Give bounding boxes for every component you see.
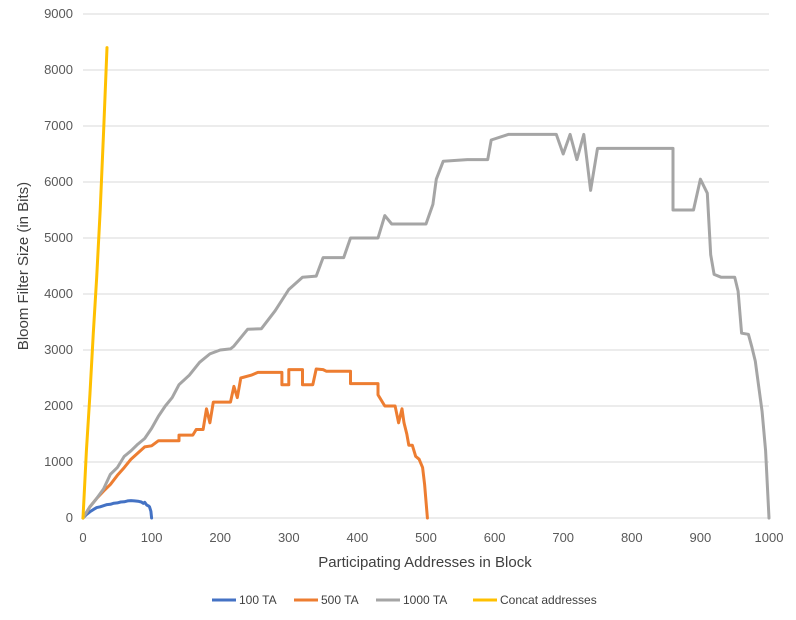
x-tick-label: 200 xyxy=(209,530,231,545)
x-tick-label: 700 xyxy=(552,530,574,545)
legend-item: 100 TA xyxy=(212,593,277,607)
legend: 100 TA 500 TA 1000 TA Concat addresses xyxy=(212,593,597,607)
series-line-concat-addresses xyxy=(81,46,109,520)
x-tick-label: 1000 xyxy=(755,530,784,545)
legend-item: 1000 TA xyxy=(376,593,447,607)
y-tick-label: 9000 xyxy=(44,6,73,21)
x-axis-ticks: 0 100 200 300 400 500 600 700 800 900 1000 xyxy=(79,530,783,545)
y-tick-label: 5000 xyxy=(44,230,73,245)
y-axis-title: Bloom Filter Size (in Bits) xyxy=(15,182,32,350)
y-axis-ticks: 0 1000 2000 3000 4000 5000 6000 7000 8000 9000 xyxy=(44,6,73,525)
x-tick-label: 800 xyxy=(621,530,643,545)
y-tick-label: 6000 xyxy=(44,174,73,189)
y-tick-label: 2000 xyxy=(44,398,73,413)
legend-item: 500 TA xyxy=(294,593,359,607)
x-tick-label: 400 xyxy=(347,530,369,545)
data-series xyxy=(81,46,771,520)
series-line-500-ta xyxy=(81,367,429,520)
y-tick-label: 8000 xyxy=(44,62,73,77)
series-line-1000-ta xyxy=(81,132,771,520)
x-tick-label: 600 xyxy=(484,530,506,545)
legend-label: 100 TA xyxy=(239,593,277,607)
x-tick-label: 300 xyxy=(278,530,300,545)
series-line-100-ta xyxy=(81,499,154,520)
x-tick-label: 0 xyxy=(79,530,86,545)
legend-item: Concat addresses xyxy=(473,593,597,607)
legend-label: 1000 TA xyxy=(403,593,447,607)
y-tick-label: 4000 xyxy=(44,286,73,301)
x-tick-label: 500 xyxy=(415,530,437,545)
y-tick-label: 3000 xyxy=(44,342,73,357)
x-axis-title: Participating Addresses in Block xyxy=(318,554,532,571)
y-tick-label: 1000 xyxy=(44,454,73,469)
gridlines xyxy=(83,13,769,519)
x-tick-label: 100 xyxy=(141,530,163,545)
y-tick-label: 7000 xyxy=(44,118,73,133)
x-tick-label: 900 xyxy=(690,530,712,545)
legend-label: Concat addresses xyxy=(500,593,597,607)
legend-label: 500 TA xyxy=(321,593,359,607)
y-tick-label: 0 xyxy=(66,510,73,525)
